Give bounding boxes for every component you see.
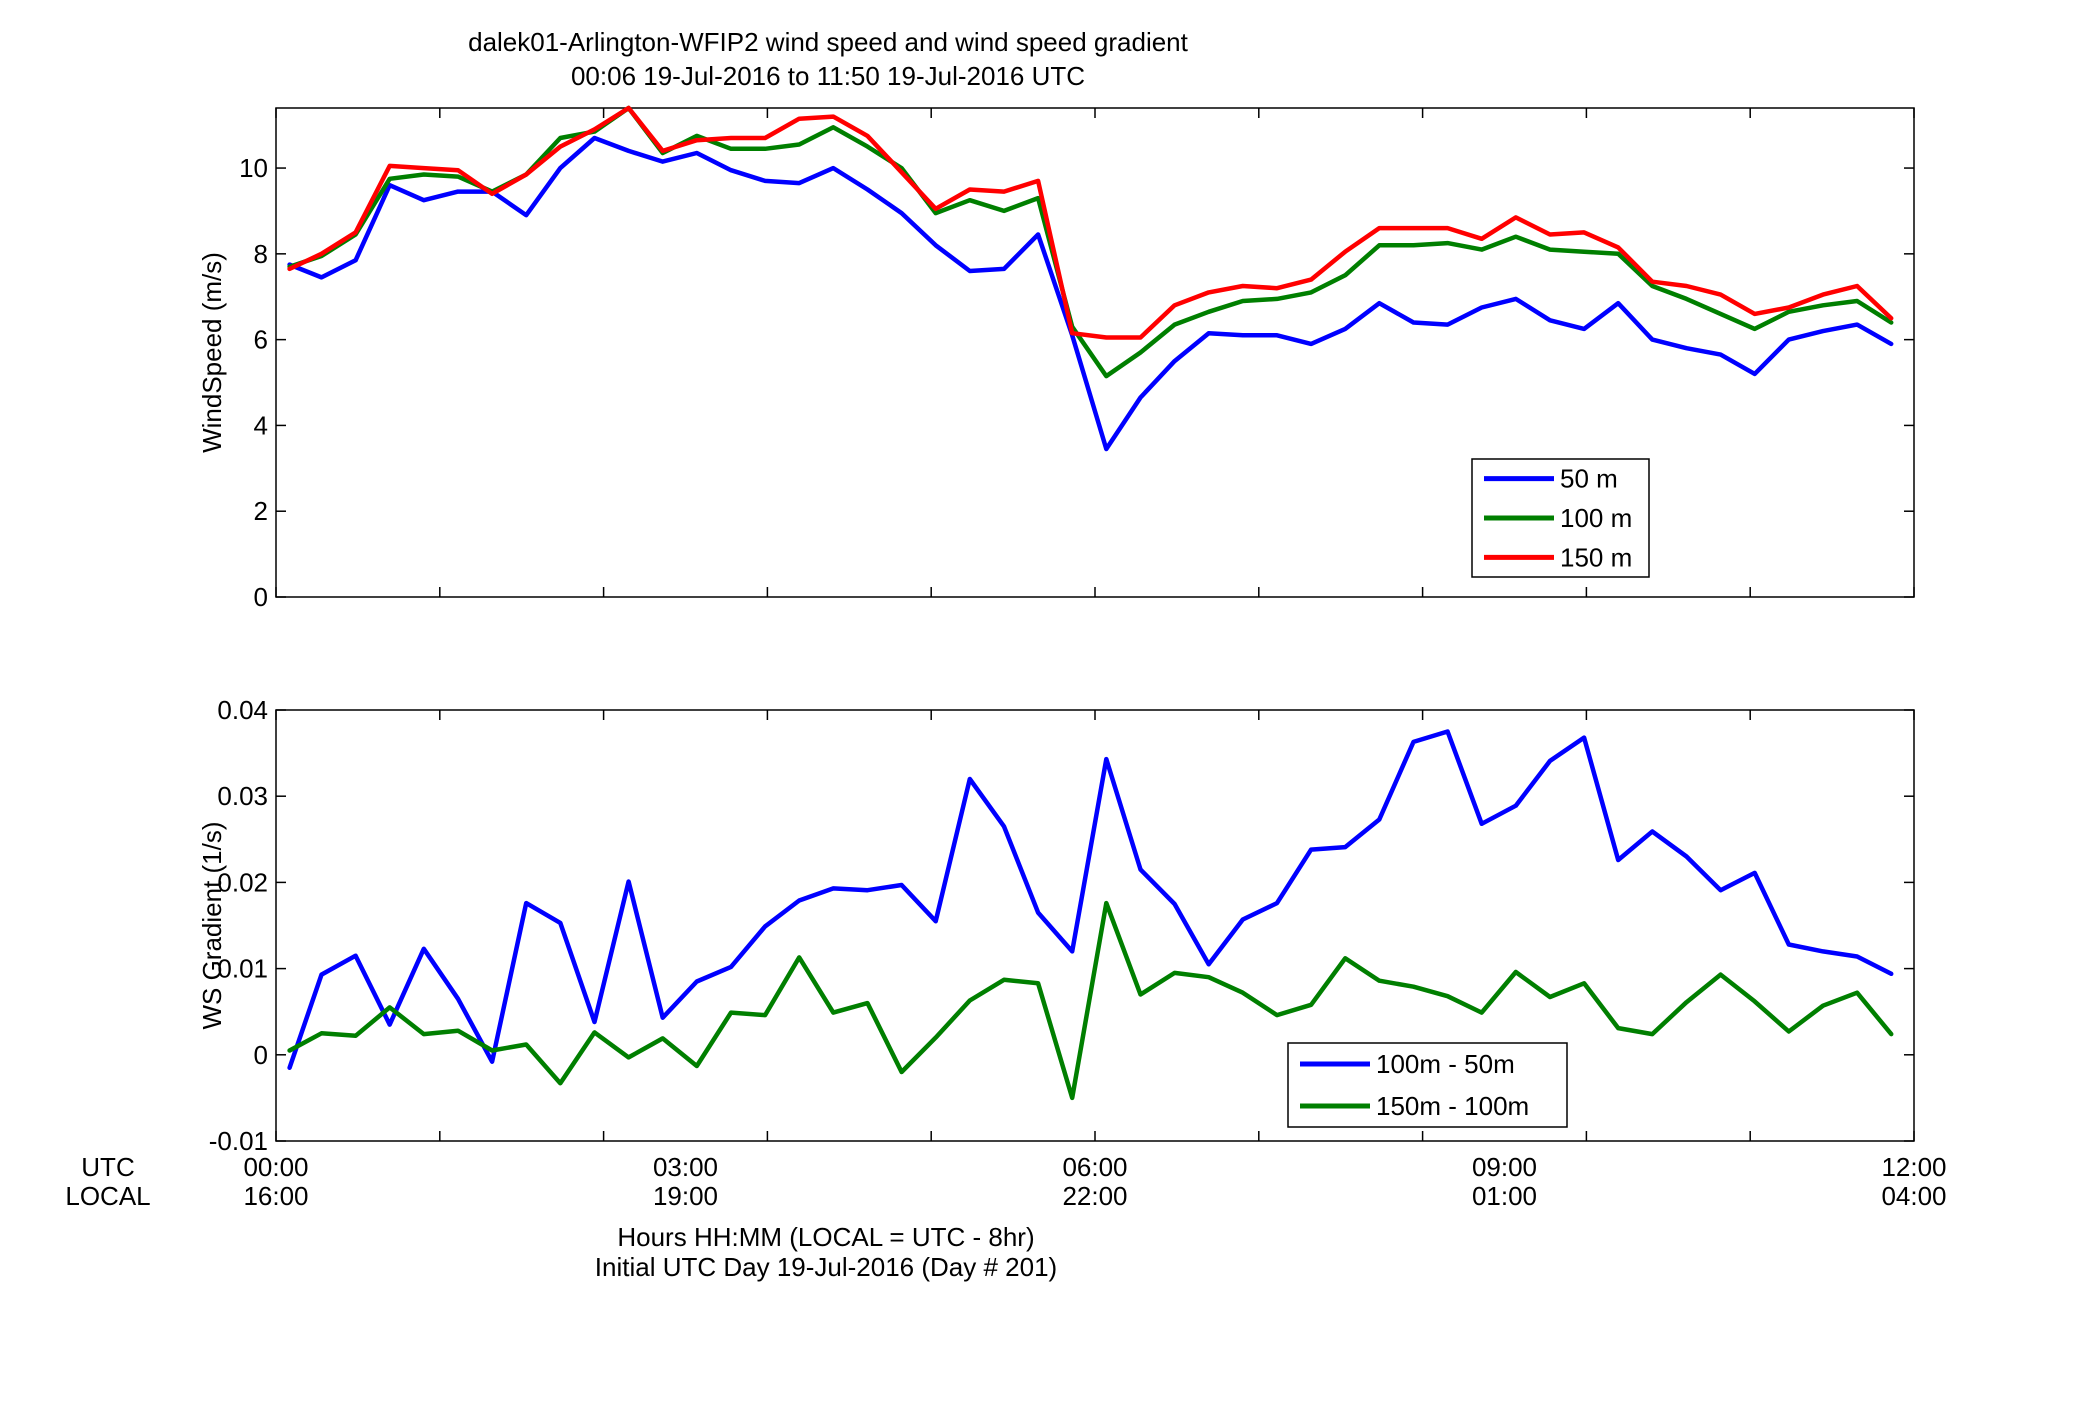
series-line-1: [287, 135, 1894, 452]
x-tick-label-utc: 00:00: [243, 1152, 308, 1182]
y-tick-label: 0: [254, 582, 268, 612]
x-tick-label-local: 22:00: [1062, 1181, 1127, 1211]
ws-gradient-panel: -0.01 0 0.01 0.02 0.03 0.04 WS Gradient (1/s) 1…: [197, 695, 1915, 1156]
series-line-1: [287, 729, 1894, 1070]
y-tick-label: 0.01: [217, 954, 268, 984]
wind-speed-panel: 0 2 4 6 8 10 WindSpeed (m/s) 50 m 100 m 150 m: [197, 105, 1915, 612]
x-tick-label-local: 16:00: [243, 1181, 308, 1211]
y-tick-label: 4: [254, 410, 268, 440]
legend: 100m - 50m 150m - 100m: [1287, 1042, 1568, 1128]
x-tick-label-local: 01:00: [1472, 1181, 1537, 1211]
series-line-2: [287, 900, 1894, 1101]
x-tick-label-utc: 06:00: [1062, 1152, 1127, 1182]
legend: 50 m 100 m 150 m: [1471, 458, 1650, 578]
y-tick-label: 0: [254, 1040, 268, 1070]
legend-label-2: 100 m: [1560, 503, 1632, 533]
x-tick-label-utc: 03:00: [653, 1152, 718, 1182]
y-tick-label: 8: [254, 239, 268, 269]
series-line-3: [287, 105, 1894, 340]
y-tick-label: 0.03: [217, 781, 268, 811]
y-axis-label: WS Gradient (1/s): [197, 821, 227, 1029]
legend-box: [1287, 1042, 1568, 1128]
title-line-1: dalek01-Arlington-WFIP2 wind speed and w…: [468, 27, 1189, 57]
legend-label-1: 50 m: [1560, 464, 1618, 494]
y-tick-label: 2: [254, 496, 268, 526]
legend-label-1: 100m - 50m: [1376, 1049, 1515, 1079]
x-axis-label-line-2: Initial UTC Day 19-Jul-2016 (Day # 201): [595, 1252, 1057, 1282]
utc-row-label: UTC: [81, 1152, 134, 1182]
x-tick-label-local: 04:00: [1881, 1181, 1946, 1211]
x-tick-label-local: 19:00: [653, 1181, 718, 1211]
legend-label-2: 150m - 100m: [1376, 1091, 1529, 1121]
y-tick-label: 6: [254, 325, 268, 355]
x-axis-label-line-1: Hours HH:MM (LOCAL = UTC - 8hr): [617, 1222, 1034, 1252]
local-row-label: LOCAL: [65, 1181, 150, 1211]
x-tick-label-utc: 12:00: [1881, 1152, 1946, 1182]
x-tick-label-utc: 09:00: [1472, 1152, 1537, 1182]
y-tick-label: 0.04: [217, 695, 268, 725]
y-tick-label: 0.02: [217, 867, 268, 897]
series-line-2: [287, 105, 1894, 379]
y-axis-label: WindSpeed (m/s): [197, 252, 227, 453]
y-tick-label: 10: [239, 153, 268, 183]
legend-label-3: 150 m: [1560, 542, 1632, 572]
y-tick-label: -0.01: [209, 1126, 268, 1156]
title-line-2: 00:06 19-Jul-2016 to 11:50 19-Jul-2016 U…: [571, 61, 1085, 91]
